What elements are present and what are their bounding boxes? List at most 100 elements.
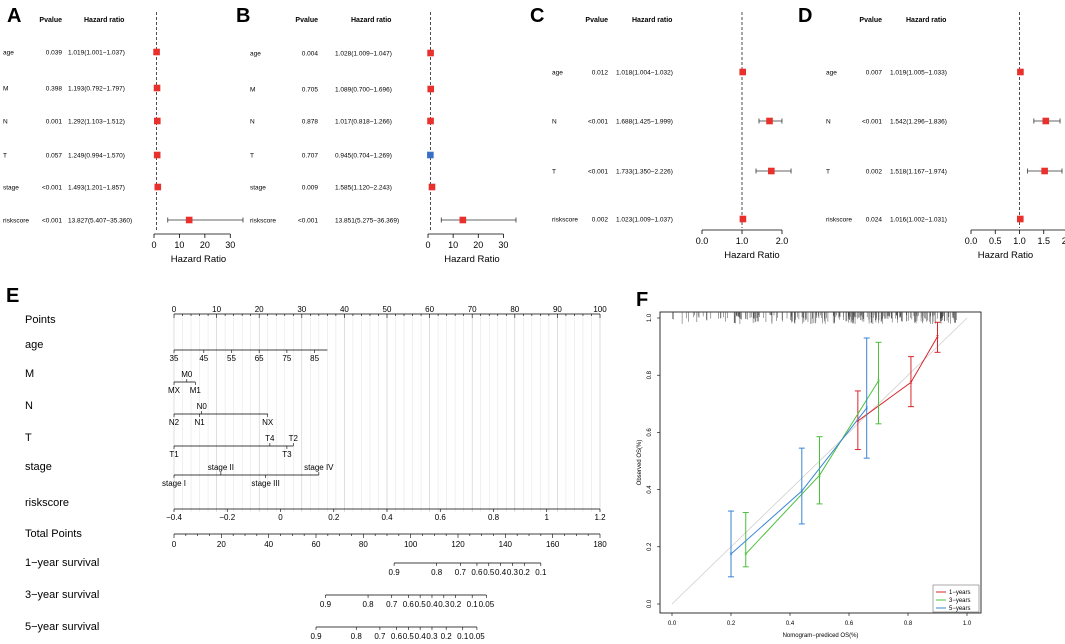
row-label: M xyxy=(25,368,34,380)
variable-tick-label: stage III xyxy=(251,479,279,488)
hr-point xyxy=(427,49,434,57)
x-tick-label: 1.0 xyxy=(1013,236,1026,246)
row-label: stage xyxy=(3,185,19,192)
row-pvalue: <0.001 xyxy=(862,119,882,126)
row-pvalue: 0.024 xyxy=(866,217,883,224)
forest-plot-a: Pvalue Hazard ratio age 0.039 1.019(1.001−1.… xyxy=(3,12,244,265)
row-pvalue: <0.001 xyxy=(588,169,608,176)
survival-tick-label: 0.9 xyxy=(320,600,332,609)
x-axis-title: Hazard Ratio xyxy=(978,250,1033,261)
survival-tick-label: 0.7 xyxy=(386,600,398,609)
total-tick-label: 20 xyxy=(217,540,226,549)
pvalue-header: Pvalue xyxy=(39,17,62,24)
row-hr-text: 1.292(1.103−1.512) xyxy=(68,119,125,126)
variable-tick-label: 85 xyxy=(310,354,319,363)
row-label: riskscore xyxy=(826,217,852,224)
hr-point xyxy=(153,48,160,56)
survival-tick-label: 0.3 xyxy=(438,600,450,609)
row-label: 5−year survival xyxy=(25,621,99,633)
points-tick-label: 90 xyxy=(553,305,562,314)
row-pvalue: 0.398 xyxy=(46,86,63,93)
calibration-point: × xyxy=(856,419,860,425)
row-hr-text: 1.017(0.818−1.266) xyxy=(335,119,392,126)
panel-label-f: F xyxy=(636,289,648,311)
variable-tick-label: stage I xyxy=(162,479,186,488)
survival-tick-label: 0.4 xyxy=(426,600,438,609)
variable-tick-label: 65 xyxy=(255,354,264,363)
hr-point xyxy=(459,216,467,224)
survival-tick-label: 0.9 xyxy=(310,632,322,641)
survival-tick-label: 0.1 xyxy=(535,568,547,577)
row-hr-text: 1.193(0.792−1.797) xyxy=(68,86,125,93)
legend: 1−years 3−years 5−years xyxy=(932,584,980,613)
x-tick-label: 20 xyxy=(473,240,483,250)
calibration-point: × xyxy=(800,489,804,495)
row-label: riskscore xyxy=(3,218,29,225)
points-tick-label: 10 xyxy=(212,305,221,314)
row-label: riskscore xyxy=(552,217,578,224)
hr-point xyxy=(768,167,775,175)
panel-label-e: E xyxy=(6,285,19,307)
variable-tick-label: M1 xyxy=(190,386,202,395)
x-tick-label: 2.0 xyxy=(1062,236,1065,246)
x-tick-label: 0.0 xyxy=(668,621,677,627)
total-tick-label: 40 xyxy=(264,540,273,549)
x-axis-title: Hazard Ratio xyxy=(171,254,226,265)
row-label: T xyxy=(552,169,556,176)
row-hr-text: 1.089(0.700−1.696) xyxy=(335,87,392,94)
panel-label-b: B xyxy=(236,5,250,27)
x-tick-label: 0.8 xyxy=(904,621,913,627)
calibration-point: × xyxy=(818,473,822,479)
x-tick-label: 1.0 xyxy=(963,621,972,627)
row-label: N xyxy=(826,119,831,126)
survival-tick-label: 0.7 xyxy=(374,632,386,641)
panel-label-a: A xyxy=(7,5,21,27)
variable-tick-label: stage IV xyxy=(304,463,334,472)
x-tick-label: 10 xyxy=(448,240,458,250)
total-tick-label: 100 xyxy=(404,540,418,549)
row-pvalue: 0.009 xyxy=(302,185,319,192)
calibration-line xyxy=(857,336,938,422)
row-pvalue: 0.705 xyxy=(302,87,319,94)
x-tick-label: 0.0 xyxy=(696,236,709,246)
row-label: 1−year survival xyxy=(25,557,99,569)
survival-tick-label: 0.8 xyxy=(351,632,363,641)
y-tick-label: 0.6 xyxy=(647,428,653,437)
x-tick-label: 10 xyxy=(174,240,184,250)
variable-tick-label: N0 xyxy=(197,402,208,411)
survival-tick-label: 0.2 xyxy=(441,632,453,641)
points-tick-label: 100 xyxy=(593,305,607,314)
forest-plot-d: Pvalue Hazard ratio age 0.007 1.019(1.005−1.… xyxy=(826,12,1065,261)
row-label: age xyxy=(3,50,14,57)
row-label: riskscore xyxy=(25,497,69,509)
points-tick-label: 70 xyxy=(468,305,477,314)
row-hr-text: 1.733(1.350−2.226) xyxy=(616,169,673,176)
variable-tick-label: T4 xyxy=(265,434,275,443)
pvalue-header: Pvalue xyxy=(585,17,608,24)
hr-point xyxy=(153,117,161,125)
row-label: T xyxy=(826,169,830,176)
y-tick-label: 0.4 xyxy=(647,485,653,494)
row-hr-text: 1.019(1.005−1.033) xyxy=(890,70,947,77)
x-tick-label: 0 xyxy=(151,240,156,250)
row-pvalue: 0.002 xyxy=(592,217,609,224)
hazard-ratio-header: Hazard ratio xyxy=(632,17,672,24)
calibration-plot: 0.0 0.2 0.4 0.6 0.8 1.0 0.0 0.2 0.4 0.6 0.8 1.0 Nomo… xyxy=(637,311,982,639)
row-label: T xyxy=(25,432,32,444)
points-tick-label: 60 xyxy=(425,305,434,314)
survival-tick-label: 0.3 xyxy=(426,632,438,641)
survival-tick-label: 0.6 xyxy=(391,632,403,641)
survival-tick-label: 0.9 xyxy=(389,568,401,577)
row-label: Points xyxy=(25,314,56,326)
row-label: riskscore xyxy=(250,218,276,225)
total-tick-label: 140 xyxy=(499,540,513,549)
survival-tick-label: 0.4 xyxy=(495,568,507,577)
hr-point xyxy=(428,183,436,191)
row-hr-text: 13.851(5.275−36.369) xyxy=(335,218,399,225)
x-tick-label: 0.6 xyxy=(845,621,854,627)
row-pvalue: <0.001 xyxy=(42,218,62,225)
x-axis-title: Hazard Ratio xyxy=(724,250,779,261)
variable-tick-label: N2 xyxy=(169,418,180,427)
